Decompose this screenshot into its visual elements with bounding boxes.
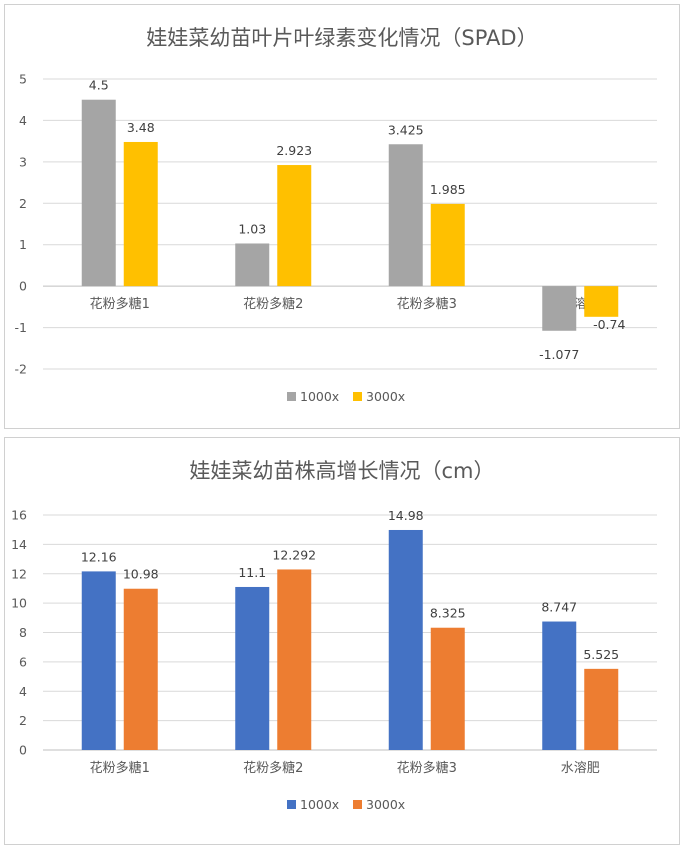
legend-swatch [353, 800, 362, 809]
data-label: -0.74 [593, 317, 625, 332]
data-label: 4.5 [89, 78, 109, 93]
y-tick-label: 1 [19, 237, 27, 252]
x-category-label: 花粉多糖2 [243, 296, 303, 312]
data-label: 10.98 [123, 567, 159, 582]
legend-label: 1000x [300, 797, 339, 812]
legend-label: 3000x [366, 797, 405, 812]
bar [430, 203, 465, 287]
y-tick-label: 2 [19, 713, 27, 728]
bar [123, 588, 158, 750]
bar [542, 621, 577, 750]
spad-bar-chart: 娃娃菜幼苗叶片叶绿素变化情况（SPAD） 5 4 3 2 1 0 -1 -2 花粉多糖1 4.5 3… [15, 26, 657, 404]
x-category-label: 水溶肥 [561, 761, 600, 776]
y-tick-label: 4 [19, 113, 27, 128]
legend-swatch [353, 392, 362, 401]
bar [81, 99, 116, 287]
bar [430, 627, 465, 750]
spad-chart-panel: 娃娃菜幼苗叶片叶绿素变化情况（SPAD） 5 4 3 2 1 0 -1 -2 花粉多糖1 4.5 3… [4, 4, 680, 429]
bar [584, 286, 619, 317]
data-label: 3.425 [388, 122, 424, 137]
y-tick-label: 16 [11, 508, 27, 523]
height-bar-chart: 娃娃菜幼苗株高增长情况（cm） 16 14 12 10 8 6 4 2 0 花粉多糖1 12.16 1… [11, 459, 657, 812]
x-category-label: 花粉多糖3 [397, 760, 457, 776]
legend-swatch [287, 392, 296, 401]
data-label: 2.923 [276, 143, 312, 158]
y-tick-label: -1 [15, 320, 27, 335]
y-tick-label: 0 [19, 743, 27, 758]
data-label: 5.525 [583, 647, 619, 662]
bar [123, 141, 158, 287]
data-label: 12.292 [272, 547, 316, 562]
data-label: 1.985 [430, 182, 466, 197]
bar [277, 165, 312, 287]
data-label: -1.077 [539, 347, 579, 362]
data-label: 8.325 [430, 606, 466, 621]
data-label: 14.98 [388, 508, 424, 523]
bar [388, 144, 423, 287]
bar [81, 571, 116, 750]
bar [235, 586, 270, 750]
y-tick-label: 3 [19, 154, 27, 169]
data-label: 3.48 [127, 120, 155, 135]
x-category-label: 花粉多糖1 [90, 760, 150, 776]
legend-label: 3000x [366, 389, 405, 404]
y-tick-label: 4 [19, 684, 27, 699]
legend-label: 1000x [300, 389, 339, 404]
height-chart-panel: 娃娃菜幼苗株高增长情况（cm） 16 14 12 10 8 6 4 2 0 花粉多糖1 12.16 1… [4, 437, 680, 845]
data-label: 1.03 [238, 221, 266, 236]
y-tick-label: 5 [19, 72, 27, 87]
bar [277, 569, 312, 750]
x-category-label: 花粉多糖1 [90, 296, 150, 312]
data-label: 8.747 [541, 600, 577, 615]
bar [235, 243, 270, 287]
y-tick-label: 12 [11, 566, 27, 581]
bar [388, 529, 423, 750]
y-tick-label: -2 [15, 362, 27, 377]
bar [542, 286, 577, 331]
y-tick-label: 6 [19, 654, 27, 669]
data-label: 12.16 [81, 549, 117, 564]
x-category-label: 花粉多糖2 [243, 760, 303, 776]
y-tick-label: 2 [19, 196, 27, 211]
y-tick-label: 14 [11, 537, 27, 552]
y-tick-label: 8 [19, 625, 27, 640]
chart-title: 娃娃菜幼苗株高增长情况（cm） [189, 459, 494, 483]
y-tick-label: 0 [19, 279, 27, 294]
legend-swatch [287, 800, 296, 809]
x-category-label: 花粉多糖3 [397, 296, 457, 312]
y-tick-label: 10 [11, 596, 27, 611]
chart-title: 娃娃菜幼苗叶片叶绿素变化情况（SPAD） [146, 26, 537, 50]
bar [584, 668, 619, 750]
data-label: 11.1 [238, 565, 266, 580]
